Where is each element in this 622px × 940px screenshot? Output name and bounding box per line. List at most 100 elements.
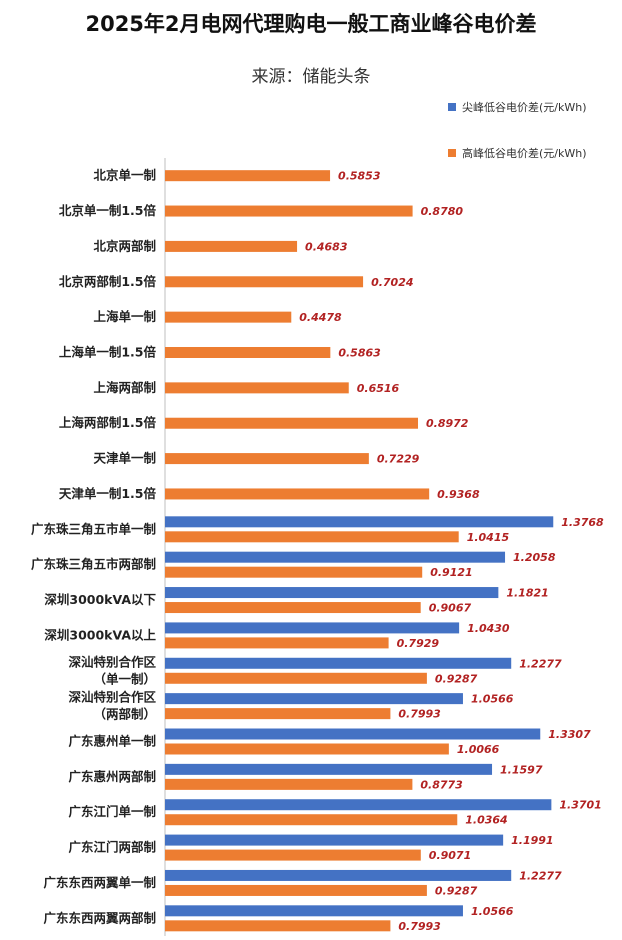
- bar-high: [165, 531, 459, 543]
- data-label-high: 0.7229: [377, 453, 420, 466]
- bar-peak: [165, 587, 499, 599]
- data-label-high: 0.4478: [299, 311, 342, 324]
- legend-swatch-peak: [448, 103, 456, 111]
- bar-high: [165, 814, 458, 826]
- data-label-high: 0.5853: [338, 170, 381, 183]
- data-label-high: 1.0415: [467, 531, 510, 544]
- category-label: （单一制）: [93, 671, 156, 686]
- bar-high: [165, 849, 421, 861]
- category-label: 深圳3000kVA以上: [44, 627, 156, 642]
- category-label: 上海单一制1.5倍: [59, 345, 157, 360]
- data-label-peak: 1.2058: [513, 551, 556, 564]
- data-label-peak: 1.1991: [511, 834, 553, 847]
- bar-high: [165, 708, 391, 720]
- bar-high: [165, 417, 419, 429]
- data-label-high: 0.9287: [435, 672, 478, 685]
- category-label: 天津单一制1.5倍: [59, 486, 157, 501]
- legend-label-peak: 尖峰低谷电价差(元/kWh): [462, 101, 587, 114]
- bar-peak: [165, 693, 463, 705]
- data-label-high: 0.7993: [398, 708, 441, 721]
- data-label-peak: 1.3701: [559, 799, 601, 812]
- bar-high: [165, 205, 413, 217]
- chart-title: 2025年2月电网代理购电一般工商业峰谷电价差: [85, 12, 537, 36]
- bar-peak: [165, 763, 493, 775]
- category-label: 广东珠三角五市两部制: [31, 557, 156, 572]
- bar-peak: [165, 834, 504, 846]
- data-label-high: 0.9067: [429, 602, 472, 615]
- bar-high: [165, 170, 331, 182]
- category-label: 天津单一制: [93, 451, 156, 466]
- data-label-peak: 1.3307: [548, 728, 591, 741]
- category-label: 上海两部制: [93, 380, 156, 395]
- category-label: 广东东西两翼两部制: [43, 910, 156, 925]
- bar-peak: [165, 657, 512, 669]
- data-label-peak: 1.2277: [519, 869, 562, 882]
- data-label-high: 1.0066: [457, 743, 500, 756]
- bar-high: [165, 566, 423, 578]
- bar-peak: [165, 799, 552, 811]
- bar-high: [165, 672, 427, 684]
- data-label-high: 0.9071: [429, 849, 471, 862]
- data-label-high: 0.8773: [420, 778, 463, 791]
- category-label: 广东珠三角五市单一制: [31, 521, 156, 536]
- bar-high: [165, 778, 413, 790]
- bar-high: [165, 602, 421, 614]
- bar-high: [165, 276, 364, 288]
- bar-peak: [165, 516, 554, 528]
- category-label: 上海单一制: [93, 309, 156, 324]
- data-label-high: 0.8780: [421, 205, 464, 218]
- data-label-peak: 1.0430: [467, 622, 510, 635]
- data-label-high: 0.9368: [437, 488, 480, 501]
- category-label: 深汕特别合作区: [68, 690, 156, 705]
- category-label: 广东江门两部制: [68, 840, 156, 855]
- data-label-peak: 1.1821: [506, 587, 548, 600]
- category-label: 北京单一制1.5倍: [59, 203, 157, 218]
- data-label-high: 0.7993: [398, 920, 441, 933]
- bar-high: [165, 311, 292, 323]
- bar-high: [165, 488, 430, 500]
- bar-high: [165, 347, 331, 358]
- bar-high: [165, 637, 389, 649]
- legend-label-high: 高峰低谷电价差(元/kWh): [462, 147, 587, 160]
- data-label-high: 0.7929: [397, 637, 440, 650]
- data-label-high: 0.6516: [357, 382, 400, 395]
- chart-subtitle: 来源：储能头条: [251, 67, 371, 87]
- data-label-high: 0.9287: [435, 884, 478, 897]
- category-label: 深圳3000kVA以下: [44, 592, 156, 607]
- data-label-high: 0.9121: [430, 566, 472, 579]
- bar-high: [165, 240, 298, 252]
- bar-peak: [165, 905, 463, 917]
- category-label: 上海两部制1.5倍: [59, 415, 157, 430]
- data-label-high: 0.4683: [305, 240, 348, 253]
- category-label: 深汕特别合作区: [68, 654, 156, 669]
- legend-item-peak: 尖峰低谷电价差(元/kWh): [448, 99, 587, 115]
- category-label: 广东江门单一制: [68, 804, 156, 819]
- bar-high: [165, 920, 391, 932]
- bar-peak: [165, 728, 541, 740]
- bar-high: [165, 884, 427, 896]
- data-label-high: 0.5863: [338, 347, 381, 360]
- data-label-peak: 1.0566: [471, 905, 514, 918]
- category-label: 北京两部制1.5倍: [59, 274, 157, 289]
- category-label: 北京两部制: [93, 238, 156, 253]
- bar-peak: [165, 551, 506, 563]
- category-label: 北京单一制: [93, 168, 156, 183]
- bar-peak: [165, 869, 512, 881]
- legend-item-high: 高峰低谷电价差(元/kWh): [448, 145, 587, 161]
- data-label-high: 0.8972: [426, 417, 469, 430]
- category-label: 广东东西两翼单一制: [43, 875, 156, 890]
- bar-high: [165, 382, 349, 394]
- data-label-high: 1.0364: [465, 814, 507, 827]
- data-label-peak: 1.1597: [500, 763, 543, 776]
- bar-peak: [165, 622, 460, 634]
- data-label-high: 0.7024: [371, 276, 413, 289]
- data-label-peak: 1.3768: [561, 516, 604, 529]
- bar-high: [165, 743, 449, 755]
- legend-swatch-high: [448, 149, 456, 157]
- bar-high: [165, 453, 369, 465]
- category-label: （两部制）: [93, 707, 156, 722]
- data-label-peak: 1.2277: [519, 657, 562, 670]
- data-label-peak: 1.0566: [471, 693, 514, 706]
- category-label: 广东惠州单一制: [68, 734, 156, 749]
